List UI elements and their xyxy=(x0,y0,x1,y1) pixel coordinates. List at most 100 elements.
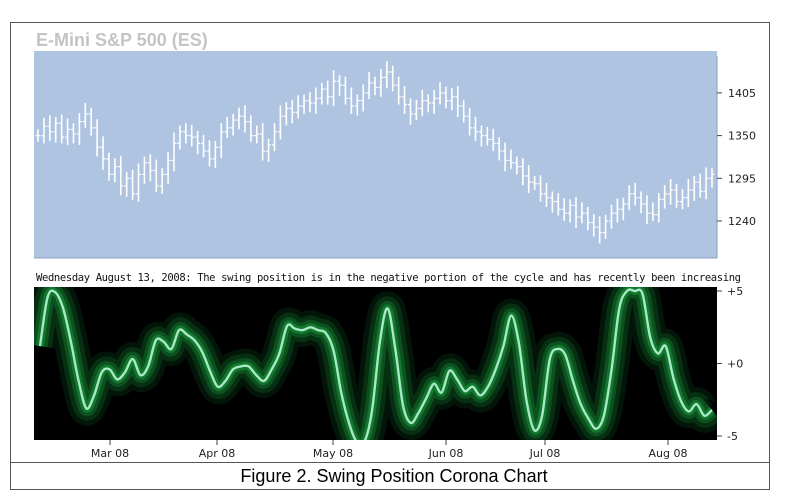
status-line: Wednesday August 13, 2008: The swing pos… xyxy=(36,272,741,284)
price-bar xyxy=(644,195,650,225)
swing-tick-label: +0 xyxy=(727,358,743,371)
date-tick-label: Aug 08 xyxy=(649,447,688,460)
price-bar xyxy=(620,197,626,221)
price-bar xyxy=(183,123,189,144)
price-bar xyxy=(100,136,106,170)
price-bar xyxy=(153,159,159,193)
price-bar xyxy=(614,198,620,223)
price-bar xyxy=(597,216,603,244)
price-bar xyxy=(331,70,337,107)
price-bar xyxy=(236,107,242,130)
price-bar xyxy=(455,85,461,117)
price-bar xyxy=(484,127,490,146)
price-bar xyxy=(218,123,224,159)
price-bar xyxy=(47,115,53,142)
price-bar xyxy=(130,169,136,201)
price-bar xyxy=(230,113,236,136)
price-bar xyxy=(549,191,555,213)
price-bar xyxy=(366,71,372,100)
price-bar xyxy=(171,132,177,172)
price-bar xyxy=(514,156,520,175)
price-bar xyxy=(254,125,260,144)
price-bar xyxy=(709,168,715,188)
price-bar xyxy=(532,175,538,190)
price-bar xyxy=(478,125,484,147)
price-bar xyxy=(260,123,266,161)
price-bar xyxy=(697,173,703,198)
price-bar xyxy=(70,123,76,144)
caption-box xyxy=(10,462,770,490)
price-bar xyxy=(242,105,248,133)
price-bar xyxy=(467,107,473,136)
price-bar xyxy=(177,125,183,150)
price-bar xyxy=(313,87,319,114)
price-bar xyxy=(425,94,431,113)
price-bar xyxy=(573,196,579,228)
price-bar xyxy=(53,116,59,143)
price-bar xyxy=(277,105,283,140)
price-bar xyxy=(656,193,662,223)
price-bar xyxy=(189,124,195,147)
price-bar xyxy=(301,94,307,114)
price-bar xyxy=(443,86,449,109)
figure-caption: Figure 2. Swing Position Corona Chart xyxy=(240,466,548,486)
price-bar xyxy=(413,99,419,121)
price-bar xyxy=(585,206,591,231)
price-bar xyxy=(201,134,207,158)
price-bar xyxy=(212,141,218,169)
price-bar xyxy=(378,68,384,97)
price-bar xyxy=(555,193,561,216)
price-bar xyxy=(461,99,467,123)
price-bar xyxy=(82,103,88,128)
date-axis-ticks: Mar 08 Apr 08 May 08 Jun 08 Jul 08 Aug 08 xyxy=(91,440,688,460)
price-bar xyxy=(295,95,301,119)
price-bar xyxy=(307,92,313,113)
price-bar xyxy=(41,117,47,144)
price-bar xyxy=(490,128,496,152)
price-bar xyxy=(473,116,479,142)
price-bar xyxy=(679,189,685,210)
price-bar xyxy=(124,172,130,197)
date-tick-label: May 08 xyxy=(313,447,353,460)
price-bar xyxy=(319,82,325,105)
price-bar xyxy=(608,204,614,229)
price-bar xyxy=(520,158,526,186)
price-tick-label: 1295 xyxy=(728,172,756,185)
price-bar xyxy=(496,137,502,161)
price-bar xyxy=(112,158,118,183)
price-bar xyxy=(638,191,644,214)
price-bar xyxy=(384,61,390,89)
price-bar xyxy=(579,202,585,224)
price-bar xyxy=(567,199,573,223)
price-bar xyxy=(65,118,71,145)
date-tick-label: Jul 08 xyxy=(529,447,561,460)
price-bar xyxy=(59,114,65,144)
price-bar xyxy=(271,123,277,152)
price-bar xyxy=(674,183,680,208)
price-tick-label: 1405 xyxy=(728,87,756,100)
price-bar xyxy=(266,138,272,162)
price-bar xyxy=(342,76,348,105)
price-chart-title: E-Mini S&P 500 (ES) xyxy=(36,30,208,50)
price-bar xyxy=(431,89,437,114)
price-bar xyxy=(118,155,124,196)
price-bar xyxy=(94,119,100,157)
price-bar xyxy=(159,168,165,194)
price-bar xyxy=(141,156,147,184)
price-bar xyxy=(354,94,360,116)
price-bar xyxy=(407,98,413,125)
price-bar xyxy=(703,167,709,200)
price-tick-label: 1350 xyxy=(728,130,756,143)
price-bar xyxy=(35,129,41,142)
price-bar xyxy=(195,130,201,155)
price-bar xyxy=(390,65,396,92)
price-bar xyxy=(668,179,674,205)
price-bar xyxy=(372,76,378,96)
price-bar xyxy=(419,89,425,117)
swing-position-line xyxy=(38,288,713,440)
price-bar xyxy=(289,99,295,124)
price-bar xyxy=(360,84,366,112)
price-bar xyxy=(543,182,549,207)
price-bar xyxy=(626,185,632,211)
price-bar xyxy=(136,163,142,202)
